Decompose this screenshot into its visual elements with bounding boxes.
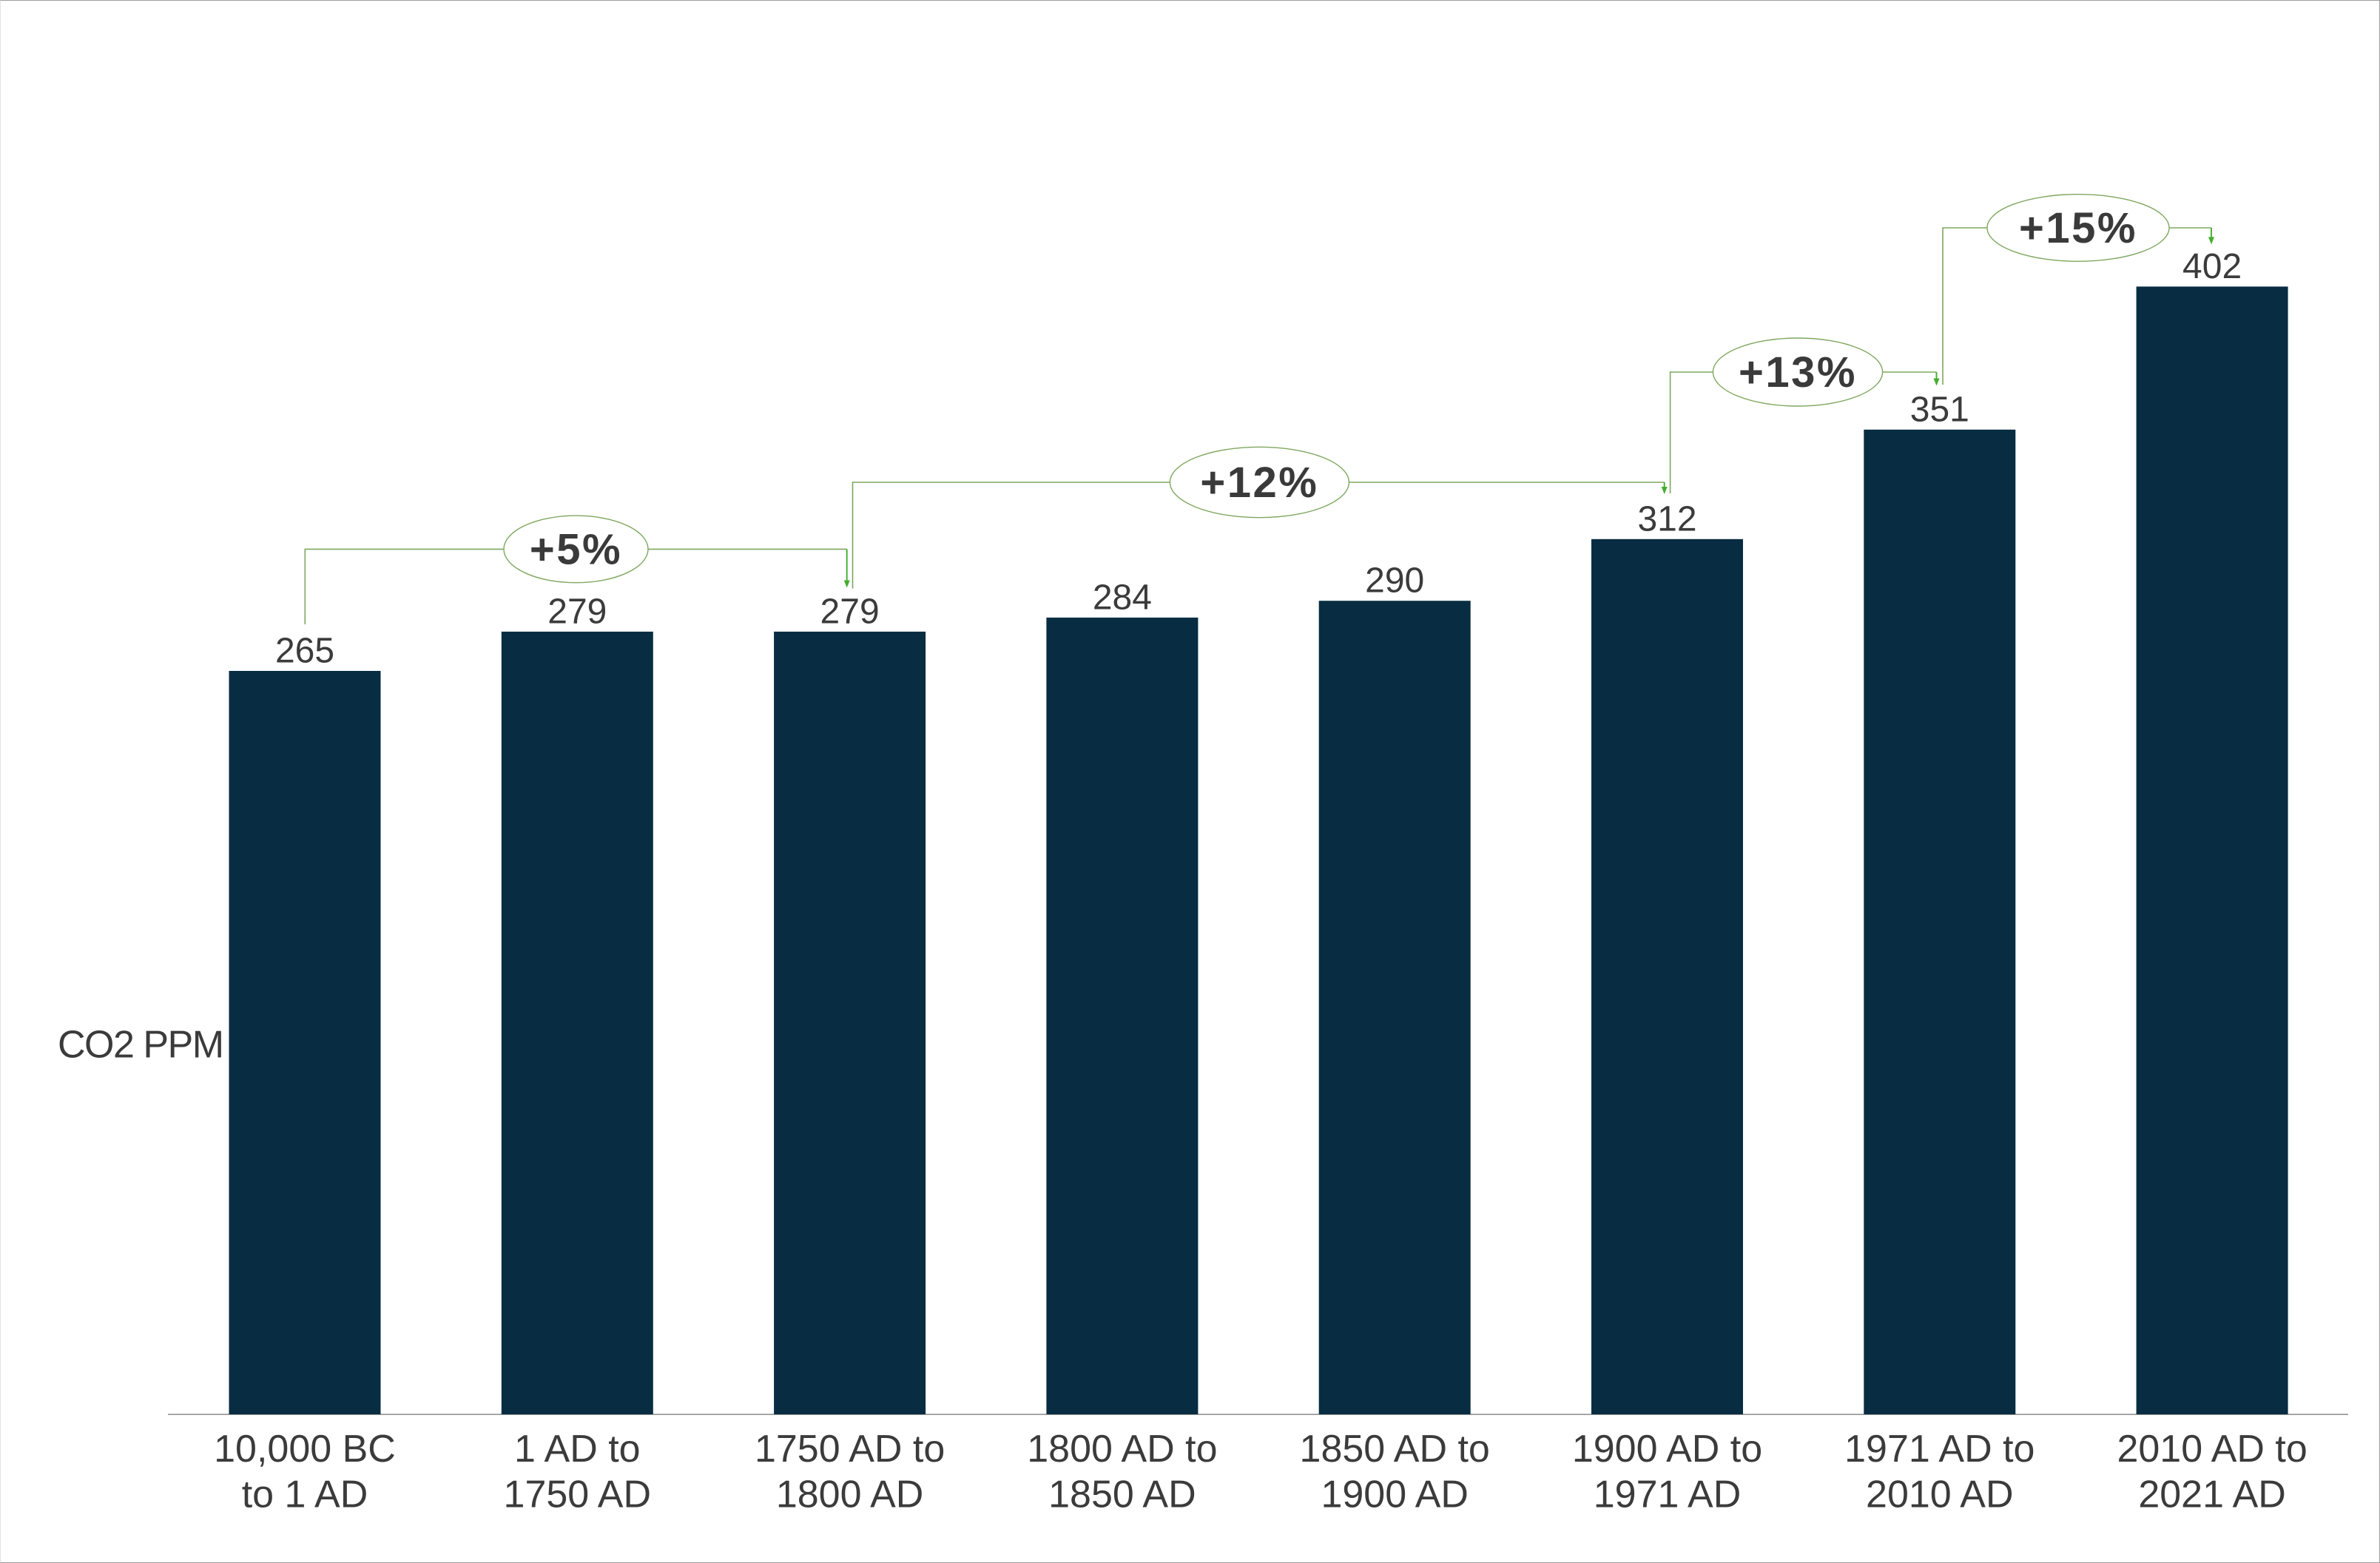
svg-text:265: 265 <box>275 632 334 671</box>
svg-text:+13%: +13% <box>1739 348 1857 396</box>
svg-text:290: 290 <box>1365 561 1424 601</box>
svg-text:+15%: +15% <box>2019 204 2137 252</box>
svg-text:1900 AD: 1900 AD <box>1321 1473 1469 1516</box>
svg-text:+5%: +5% <box>530 525 622 573</box>
svg-text:284: 284 <box>1093 578 1152 617</box>
svg-text:279: 279 <box>820 592 880 631</box>
svg-text:1971 AD: 1971 AD <box>1594 1473 1742 1516</box>
svg-text:351: 351 <box>1910 390 1969 429</box>
svg-text:1900 AD to: 1900 AD to <box>1572 1428 1762 1471</box>
svg-text:1850 AD to: 1850 AD to <box>1300 1428 1490 1471</box>
svg-text:1750 AD: 1750 AD <box>504 1473 652 1516</box>
svg-text:312: 312 <box>1637 499 1696 539</box>
svg-text:1850 AD: 1850 AD <box>1048 1473 1196 1516</box>
svg-text:CO2 PPM: CO2 PPM <box>58 1024 223 1067</box>
svg-text:2021 AD: 2021 AD <box>2138 1473 2286 1516</box>
svg-text:10,000 BC: 10,000 BC <box>214 1428 396 1471</box>
svg-text:2010 AD to: 2010 AD to <box>2117 1428 2307 1471</box>
svg-text:+12%: +12% <box>1200 459 1318 507</box>
svg-text:1 AD to: 1 AD to <box>514 1428 641 1471</box>
svg-text:402: 402 <box>2182 247 2242 286</box>
svg-text:1971 AD to: 1971 AD to <box>1844 1428 2035 1471</box>
svg-text:2010 AD: 2010 AD <box>1866 1473 2014 1516</box>
svg-text:1750 AD to: 1750 AD to <box>755 1428 945 1471</box>
svg-text:to 1 AD: to 1 AD <box>242 1473 368 1516</box>
svg-text:279: 279 <box>547 592 607 631</box>
svg-text:1800 AD: 1800 AD <box>776 1473 924 1516</box>
svg-text:1800 AD to: 1800 AD to <box>1027 1428 1217 1471</box>
